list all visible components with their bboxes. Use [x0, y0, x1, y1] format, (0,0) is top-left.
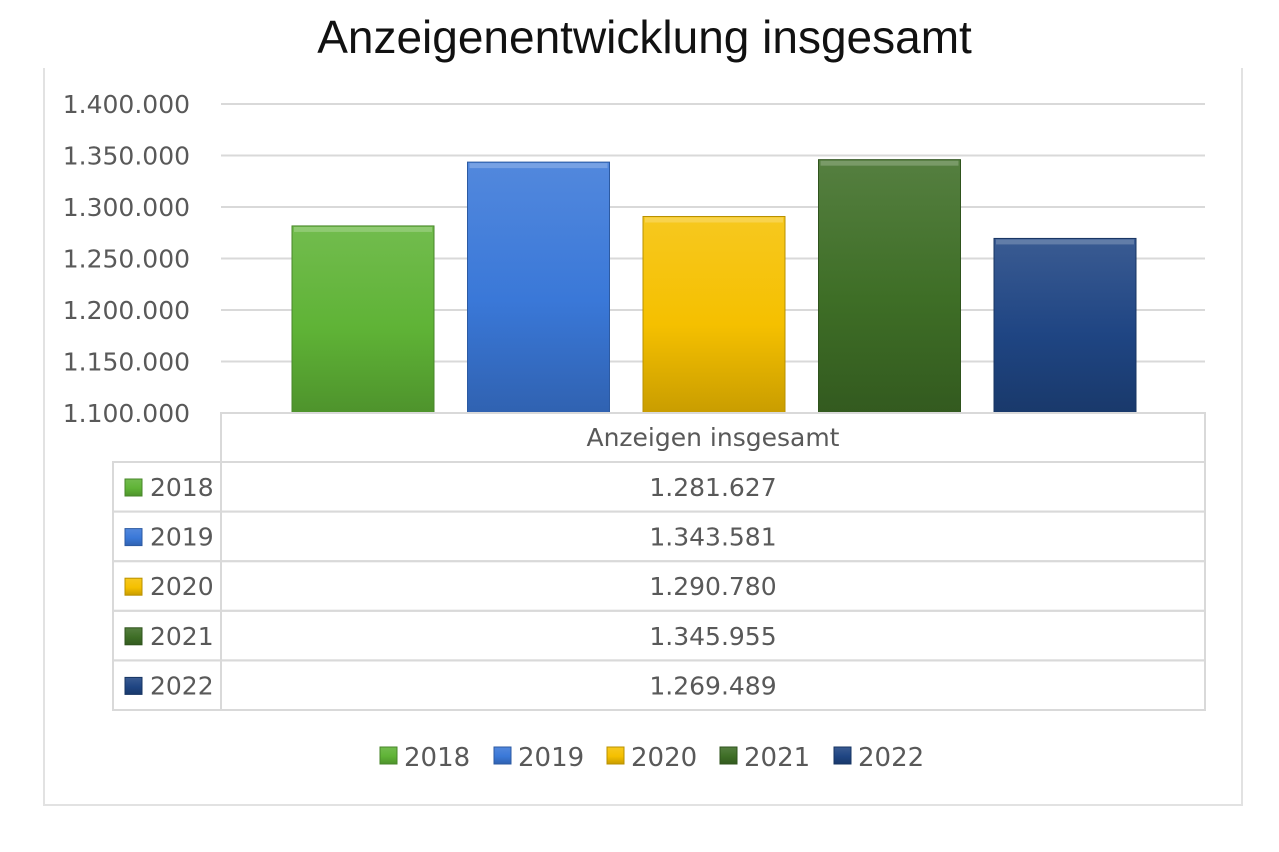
data-label: 1.345.955	[649, 622, 776, 651]
table-legend-key	[124, 627, 143, 646]
legend-key	[379, 746, 398, 765]
chart-frame	[43, 68, 1243, 806]
legend-key	[719, 746, 738, 765]
page-title: Anzeigenentwicklung insgesamt	[317, 11, 972, 63]
legend-entry: 2022	[858, 743, 924, 773]
y-tick-label: 1.250.000	[63, 245, 190, 274]
data-label: 1.269.489	[649, 671, 776, 700]
table-legend-key	[124, 577, 143, 596]
table-row-label: 2018	[150, 473, 214, 502]
bar-highlight-2018	[294, 226, 432, 232]
bar-2021	[818, 159, 961, 414]
data-label: 1.343.581	[649, 523, 776, 552]
bar-2019	[467, 161, 610, 414]
bar-2018	[291, 225, 435, 414]
bar-highlight-2019	[469, 163, 608, 169]
y-tick-label: 1.300.000	[63, 193, 190, 222]
legend-key	[606, 746, 625, 765]
legend-key	[833, 746, 852, 765]
bar-2020	[642, 215, 786, 414]
bar-highlight-2020	[645, 217, 783, 223]
bar-highlight-2021	[820, 160, 959, 166]
bar-2022	[993, 237, 1137, 414]
y-tick-label: 1.350.000	[63, 142, 190, 171]
legend-entry: 2019	[518, 743, 584, 773]
table-value-cell	[220, 659, 1206, 712]
data-label: 1.281.627	[649, 473, 776, 502]
table-row-label: 2021	[150, 622, 214, 651]
table-category-label: Anzeigen insgesamt	[586, 423, 839, 452]
y-tick-label: 1.150.000	[63, 348, 190, 377]
table-row-label: 2019	[150, 523, 214, 552]
table-row-label: 2020	[150, 572, 214, 601]
table-row-label: 2022	[150, 671, 214, 700]
legend-key	[493, 746, 512, 765]
y-tick-label: 1.100.000	[63, 399, 190, 428]
legend-entry: 2020	[631, 743, 697, 773]
bar-highlight-2022	[996, 239, 1134, 245]
y-tick-label: 1.400.000	[63, 90, 190, 119]
legend-entry: 2021	[744, 743, 810, 773]
data-label: 1.290.780	[649, 572, 776, 601]
table-legend-key	[124, 676, 143, 695]
y-tick-label: 1.200.000	[63, 296, 190, 325]
legend-entry: 2018	[404, 743, 470, 773]
table-legend-key	[124, 528, 143, 547]
table-legend-key	[124, 478, 143, 497]
